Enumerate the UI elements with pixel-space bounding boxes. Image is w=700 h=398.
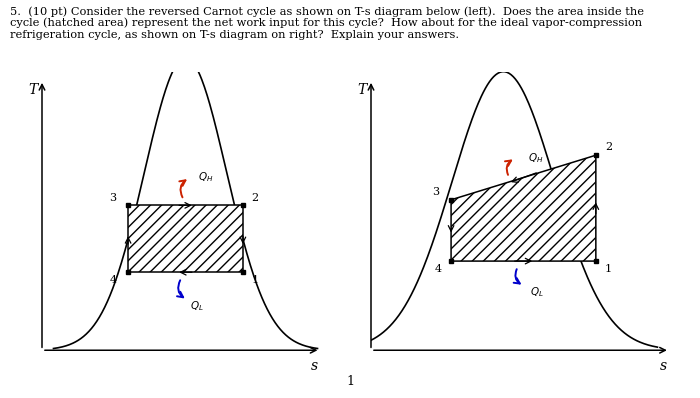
Text: s: s — [659, 359, 666, 373]
Text: $Q_H$: $Q_H$ — [198, 171, 214, 184]
Text: 2: 2 — [605, 142, 612, 152]
Text: 1: 1 — [251, 275, 258, 285]
Text: s: s — [310, 359, 318, 373]
Text: 3: 3 — [109, 193, 117, 203]
Text: 3: 3 — [432, 187, 439, 197]
Bar — [128, 205, 243, 272]
Text: refrigeration cycle, as shown on T-s diagram on right?  Explain your answers.: refrigeration cycle, as shown on T-s dia… — [10, 30, 460, 40]
Text: cycle (hatched area) represent the net work input for this cycle?  How about for: cycle (hatched area) represent the net w… — [10, 18, 643, 29]
Text: 2: 2 — [251, 193, 258, 203]
Text: 1: 1 — [605, 264, 612, 274]
Text: 4: 4 — [435, 264, 442, 274]
Text: 5.  (10 pt) Consider the reversed Carnot cycle as shown on T-s diagram below (le: 5. (10 pt) Consider the reversed Carnot … — [10, 6, 645, 17]
Text: T: T — [29, 83, 38, 97]
Polygon shape — [451, 155, 596, 261]
Text: $Q_L$: $Q_L$ — [530, 285, 544, 298]
Text: 4: 4 — [109, 275, 117, 285]
Text: $Q_H$: $Q_H$ — [528, 151, 543, 165]
Text: 1: 1 — [346, 375, 354, 388]
Text: $Q_L$: $Q_L$ — [190, 299, 204, 312]
Text: T: T — [357, 83, 366, 97]
